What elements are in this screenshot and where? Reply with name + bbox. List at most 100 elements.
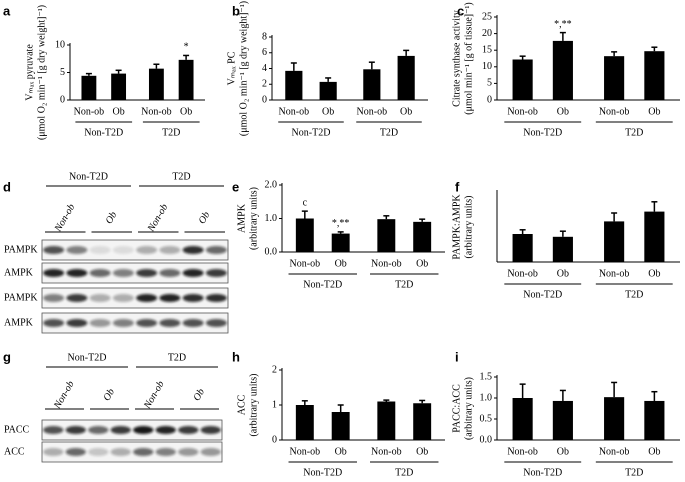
bar (552, 40, 573, 100)
y-axis-label: PACC:ACC (451, 384, 462, 433)
band (66, 294, 88, 302)
bar (295, 218, 314, 252)
bar (111, 73, 127, 100)
bar (377, 401, 396, 440)
blot-strip (41, 441, 223, 463)
band (43, 426, 64, 434)
group-label: T2D (625, 467, 643, 478)
lane-label: Ob (192, 387, 208, 403)
lane-label: Ob (104, 210, 120, 226)
blot-strip (41, 239, 229, 261)
lane-label: Non-ob (142, 379, 167, 411)
bar (413, 403, 432, 440)
band (88, 448, 109, 456)
annotation: * (184, 42, 189, 53)
y-tick-label: 1.0 (265, 213, 278, 224)
group-label: Non-T2D (303, 279, 342, 290)
row-label: PAMPK (4, 244, 38, 255)
bar (148, 68, 164, 100)
band (112, 319, 134, 327)
band (110, 426, 131, 434)
group-label: T2D (395, 467, 413, 478)
y-axis-label: AMPK (236, 203, 247, 233)
group-label: T2D (380, 127, 398, 138)
bar (331, 412, 350, 440)
y-tick-label: 0 (272, 434, 277, 445)
group-label: Non-T2D (292, 127, 331, 138)
x-tick-label: Non-ob (290, 258, 321, 269)
band (178, 448, 199, 456)
panel-label: e (232, 179, 239, 194)
y-tick-label: 2 (272, 364, 277, 375)
panel-label: c (457, 3, 464, 18)
x-tick-label: Ob (416, 446, 428, 457)
group-label: T2D (162, 127, 180, 138)
y-axis-label: Vₘₐₓ pyruvate (24, 44, 35, 101)
y-tick-label: 10 (482, 61, 492, 72)
y-axis-label: (μmol min⁻¹ [g of tissue]⁻¹) (463, 2, 474, 114)
y-tick-label: 0.5 (480, 413, 493, 424)
y-axis-label: PAMPK:AMPK (451, 194, 462, 260)
y-tick-label: 1.0 (480, 392, 493, 403)
band (88, 426, 109, 434)
y-tick-label: 0.0 (480, 434, 493, 445)
lane-label: Ob (102, 387, 118, 403)
x-tick-label: Non-ob (507, 106, 538, 117)
lane-label: Non-ob (52, 379, 77, 411)
x-tick-label: Non-ob (357, 106, 388, 117)
y-tick-label: 10 (55, 39, 65, 50)
x-tick-label: Non-ob (507, 446, 538, 457)
group-label: Non-T2D (523, 289, 562, 300)
bar (512, 398, 533, 440)
x-tick-label: Non-ob (507, 268, 538, 279)
bar (644, 51, 665, 100)
y-tick-label: 2.0 (265, 179, 278, 190)
bar (604, 56, 625, 100)
bar (512, 59, 533, 100)
x-tick-label: Non-ob (599, 268, 630, 279)
band (66, 246, 88, 254)
x-tick-label: Ob (557, 268, 569, 279)
x-tick-label: Non-ob (371, 446, 402, 457)
bar (81, 75, 97, 100)
group-label: Non-T2D (84, 127, 123, 138)
band (205, 269, 227, 277)
y-tick-label: 20 (482, 28, 492, 39)
bar (331, 233, 350, 252)
y-axis-label: (μmol O₂ min⁻¹ [g dry weight]⁻¹) (238, 1, 249, 136)
x-tick-label: Non-ob (279, 106, 310, 117)
band (136, 294, 158, 302)
y-axis-label: ACC (236, 394, 247, 415)
blot-strip (41, 287, 229, 309)
band (110, 448, 131, 456)
band (89, 269, 111, 277)
y-axis-label: Vₘₐₓ PC (226, 51, 237, 85)
x-tick-label: Non-ob (141, 106, 172, 117)
band (65, 426, 86, 434)
blot-strip (41, 312, 229, 334)
band (133, 448, 154, 456)
x-tick-label: Ob (648, 106, 660, 117)
band (43, 319, 65, 327)
row-label: PACC (4, 424, 30, 435)
band (182, 269, 204, 277)
band (136, 269, 158, 277)
bar (178, 59, 194, 100)
lane-label: Non-ob (52, 202, 77, 234)
band (43, 269, 65, 277)
x-tick-label: Ob (335, 258, 347, 269)
x-tick-label: Non-ob (290, 446, 321, 457)
band (155, 448, 176, 456)
y-tick-label: 2 (262, 79, 267, 90)
band (200, 426, 221, 434)
bar (285, 70, 303, 100)
band (159, 269, 181, 277)
lane-label: Ob (197, 210, 213, 226)
bar (413, 221, 432, 252)
band (205, 319, 227, 327)
band (182, 294, 204, 302)
band (112, 246, 134, 254)
annotation: *,** (332, 218, 350, 229)
band (200, 448, 221, 456)
